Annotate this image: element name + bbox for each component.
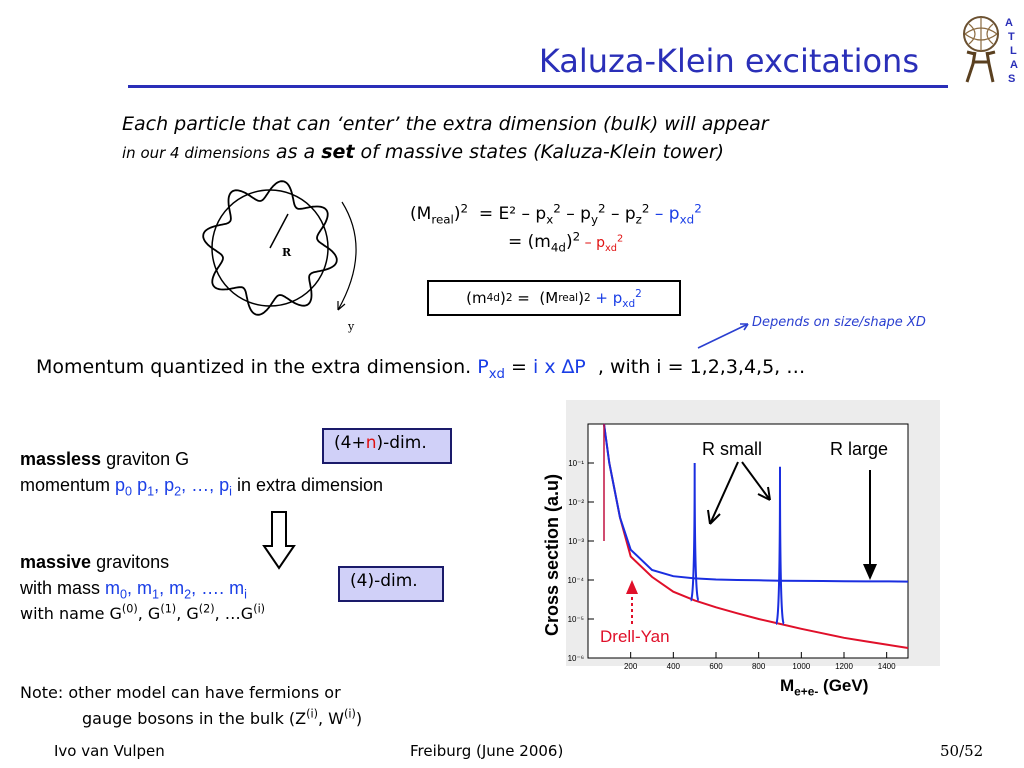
y-tick-label: 10⁻³	[568, 537, 584, 546]
plot-curves	[603, 423, 909, 649]
intro-part-b: of massive states (Kaluza-Klein tower)	[354, 141, 725, 163]
r-small-label: R small	[702, 439, 762, 459]
x-tick-label: 800	[752, 662, 766, 671]
svg-text:T: T	[1008, 31, 1015, 43]
annotation-arrows	[626, 461, 877, 624]
down-arrow-icon	[262, 511, 296, 570]
resonance-peak	[775, 466, 785, 625]
extra-dimension-circle-diagram: R y	[202, 180, 357, 333]
x-tick-label: 600	[709, 662, 723, 671]
x-tick-label: 1000	[792, 662, 810, 671]
intro-part-a: as a	[269, 141, 322, 163]
radius-label: R	[282, 246, 292, 259]
x-tick-label: 1200	[835, 662, 853, 671]
x-ticks: 200 400 600 800 1000 1200 1400	[624, 652, 896, 671]
y-axis-label: Cross section (a.u)	[542, 474, 562, 636]
intro-line-1: Each particle that can ‘enter’ the extra…	[122, 113, 769, 135]
slide-title: Kaluza-Klein excitations	[538, 42, 919, 80]
massless-graviton-text: massless graviton G momentum p0 p1, p2, …	[20, 449, 384, 499]
mass-equation-2: = (m4d)2 – pxd2	[508, 229, 624, 255]
drell-yan-label: Drell-Yan	[600, 627, 670, 646]
note-line-1: Note: other model can have fermions or	[20, 683, 341, 702]
y-tick-label: 10⁻²	[568, 498, 584, 507]
x-tick-label: 1400	[878, 662, 896, 671]
plot-frame	[587, 423, 909, 659]
svg-text:A: A	[1010, 59, 1018, 71]
x-tick-label: 200	[624, 662, 638, 671]
momentum-quantization-line: Momentum quantized in the extra dimensio…	[36, 356, 806, 382]
svg-text:A: A	[1005, 17, 1013, 29]
note-text: Note: other model can have fermions or g…	[20, 680, 362, 732]
x-axis-label: Me+e- (GeV)	[780, 676, 869, 699]
y-direction-arc	[337, 201, 357, 311]
massive-graviton-text: massive gravitons with mass m0, m1, m2, …	[20, 552, 266, 623]
boxed-mass-equation: (m 4d) 2 = (M real) 2 + pxd2	[427, 280, 681, 316]
graviton-curve	[603, 423, 909, 583]
drell-yan-curve	[603, 423, 909, 649]
four-plus-n-dim-box: (4+n)-dim.	[322, 428, 452, 464]
r-large-label: R large	[830, 439, 888, 459]
note-line-2: gauge bosons in the bulk (Z(i), W(i))	[82, 707, 363, 728]
svg-text:S: S	[1008, 73, 1015, 84]
y-tick-label: 10⁻⁴	[567, 576, 584, 585]
y-ticks: 10⁻¹ 10⁻² 10⁻³ 10⁻⁴ 10⁻⁵ 10⁻⁶	[567, 459, 594, 663]
four-dim-box: (4)-dim.	[338, 566, 444, 602]
resonance-peak	[689, 462, 700, 602]
cross-section-plot: 10⁻¹ 10⁻² 10⁻³ 10⁻⁴ 10⁻⁵ 10⁻⁶ 200 400 600 800 100…	[542, 400, 940, 671]
footer-author: Ivo van Vulpen	[54, 742, 165, 760]
footer-event: Freiburg (June 2006)	[410, 742, 564, 760]
footer-page-number: 50/52	[940, 742, 984, 760]
intro-bold-set: set	[321, 141, 355, 163]
y-tick-label: 10⁻⁶	[568, 654, 584, 663]
x-tick-label: 400	[667, 662, 681, 671]
intro-small: in our 4 dimensions	[122, 144, 270, 162]
intro-text: Each particle that can ‘enter’ the extra…	[122, 110, 769, 167]
y-axis-label: y	[347, 320, 355, 333]
title-underline	[128, 85, 948, 88]
y-tick-label: 10⁻¹	[568, 459, 584, 468]
radius-line	[269, 213, 289, 249]
wave-on-circle	[202, 180, 338, 316]
atlas-logo-icon: A T L A S	[963, 16, 1018, 84]
depends-annotation: Depends on size/shape XD	[752, 315, 926, 330]
y-arrowhead-icon	[337, 301, 346, 311]
svg-text:L: L	[1010, 45, 1017, 57]
intro-line-2: in our 4 dimensions as a set of massive …	[122, 138, 769, 167]
y-tick-label: 10⁻⁵	[568, 615, 584, 624]
mass-equation-1: (Mreal)2 = E² – px2 – py2 – pz2 – pxd2	[410, 201, 702, 227]
depends-arrow-icon	[697, 323, 749, 349]
